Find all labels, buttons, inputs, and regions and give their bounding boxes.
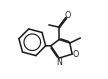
- Text: N: N: [56, 58, 62, 67]
- Text: O: O: [72, 50, 79, 59]
- Text: O: O: [64, 11, 71, 20]
